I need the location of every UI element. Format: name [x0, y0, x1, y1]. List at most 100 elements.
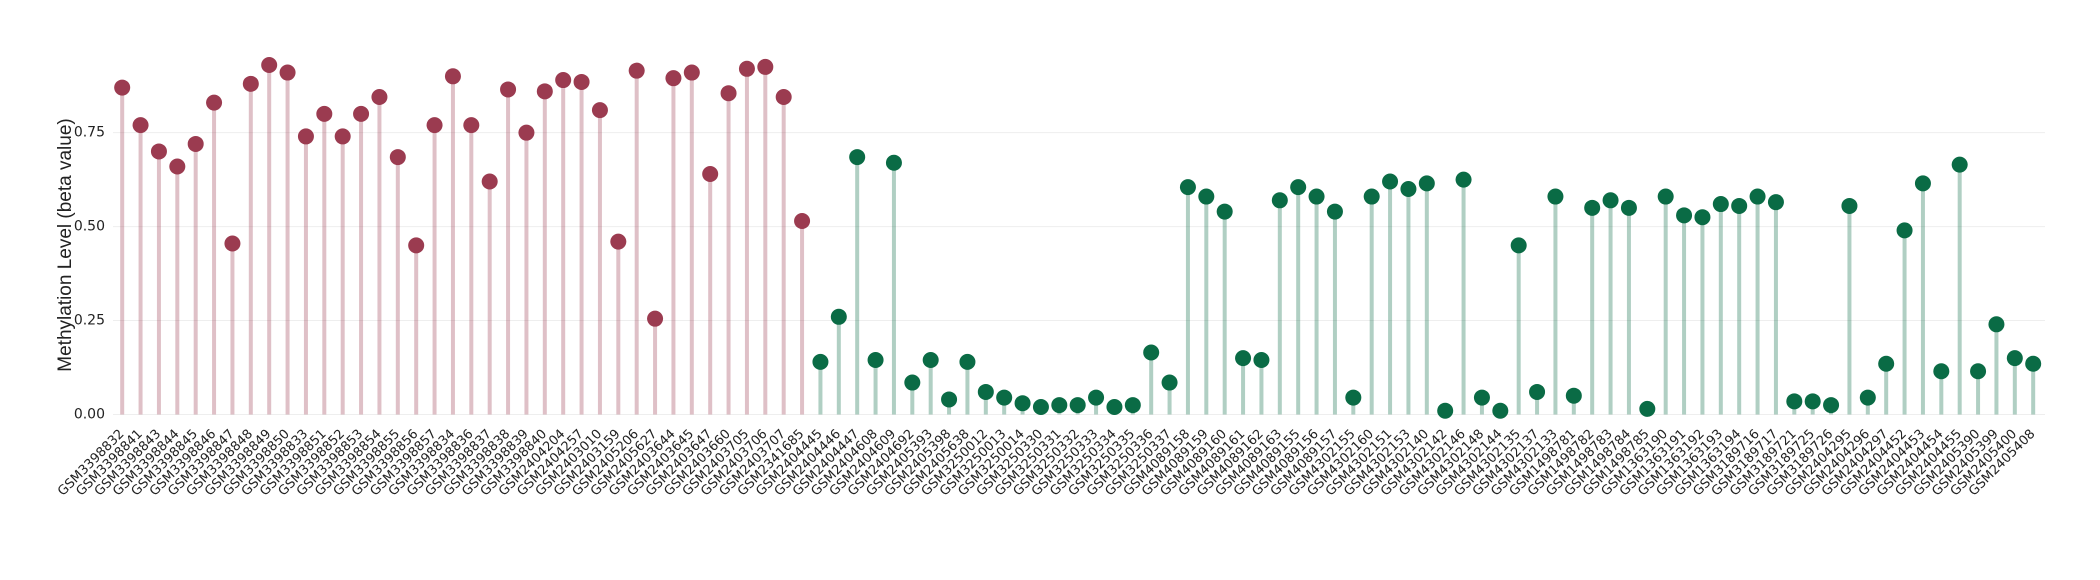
dot	[536, 83, 553, 100]
dot	[1510, 237, 1527, 254]
dot	[518, 124, 535, 141]
dot	[1767, 194, 1784, 211]
dot	[1032, 398, 1049, 415]
dot	[1731, 197, 1748, 214]
dot	[1326, 203, 1343, 220]
dot	[702, 166, 719, 182]
dot	[977, 383, 994, 400]
dot	[812, 353, 829, 370]
dot	[114, 79, 131, 96]
dot	[1253, 352, 1270, 368]
dot	[1363, 188, 1380, 205]
dot	[555, 72, 572, 89]
dot	[647, 310, 664, 327]
dot	[904, 374, 921, 391]
y-axis-title: Methylation Level (beta value)	[55, 118, 76, 371]
dot	[738, 60, 755, 77]
dot	[1400, 181, 1417, 198]
dot	[1106, 398, 1123, 415]
dot	[1473, 389, 1490, 406]
dot	[849, 149, 866, 166]
dot	[426, 117, 443, 134]
dot	[996, 389, 1013, 406]
dot	[132, 117, 149, 134]
dot	[1878, 355, 1895, 372]
dot	[1345, 389, 1362, 406]
dot	[1161, 374, 1178, 391]
dot	[279, 64, 296, 81]
dot	[1988, 316, 2005, 333]
dot	[481, 173, 498, 190]
dot	[959, 353, 976, 370]
dot	[1271, 192, 1288, 209]
dot	[316, 105, 333, 122]
dot	[665, 70, 682, 87]
dot	[1547, 188, 1564, 205]
dot	[1584, 199, 1601, 216]
dot	[922, 352, 939, 368]
dot	[187, 135, 204, 152]
dot	[1124, 397, 1141, 414]
dot	[1418, 175, 1435, 192]
dot	[206, 94, 223, 111]
dot	[353, 105, 370, 122]
dot	[463, 117, 480, 134]
dot	[1088, 389, 1105, 406]
dot	[408, 237, 425, 254]
dot	[1455, 171, 1472, 188]
dot	[1676, 207, 1693, 224]
dot	[1639, 400, 1656, 417]
dot	[1694, 209, 1711, 226]
dot	[1749, 188, 1766, 205]
dot	[610, 233, 627, 250]
dot	[867, 352, 884, 368]
dot	[1014, 395, 1031, 412]
dot	[1308, 188, 1325, 205]
dot	[1235, 350, 1252, 367]
dot	[1290, 179, 1307, 196]
dot	[500, 81, 517, 98]
dot	[1712, 196, 1729, 213]
dot	[444, 68, 461, 85]
dot	[1179, 179, 1196, 196]
dot	[1437, 402, 1454, 419]
dot	[1492, 402, 1509, 419]
dot	[1382, 173, 1399, 190]
dot	[224, 235, 241, 252]
dot	[1051, 397, 1068, 414]
dot	[1951, 156, 1968, 173]
dot	[2006, 350, 2023, 367]
dot	[1216, 203, 1233, 220]
dot	[1804, 393, 1821, 410]
dot	[628, 62, 645, 79]
dot	[830, 308, 847, 325]
dot	[757, 58, 774, 75]
dot	[1786, 393, 1803, 410]
dot	[1657, 188, 1674, 205]
dot	[169, 158, 186, 175]
dot	[591, 102, 608, 119]
dot	[573, 73, 590, 90]
y-tick-label: 0.25	[74, 313, 105, 329]
dot	[2025, 355, 2042, 372]
dot	[297, 128, 314, 145]
dot	[261, 57, 278, 74]
dot	[885, 154, 902, 171]
dot	[371, 88, 388, 105]
dot	[1914, 175, 1931, 192]
dot	[1602, 192, 1619, 209]
dot	[1529, 383, 1546, 400]
dot	[242, 75, 259, 92]
dot	[1841, 197, 1858, 214]
dot	[1933, 363, 1950, 380]
dot	[720, 85, 737, 102]
dot	[1859, 389, 1876, 406]
dot	[1896, 222, 1913, 239]
dot	[1823, 397, 1840, 414]
dot	[389, 149, 406, 166]
dot	[1198, 188, 1215, 205]
dot	[150, 143, 167, 160]
dot	[334, 128, 351, 145]
dot	[1069, 397, 1086, 414]
